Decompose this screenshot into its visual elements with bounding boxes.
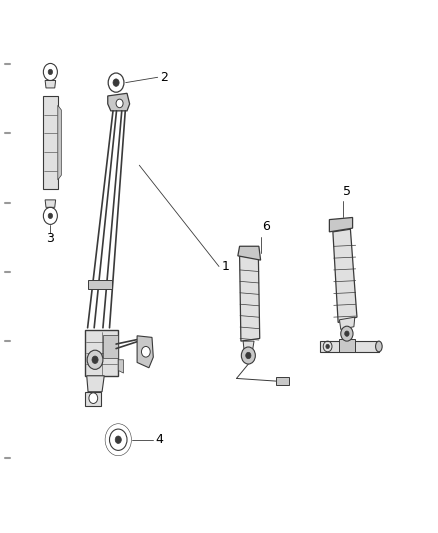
Polygon shape xyxy=(339,317,355,329)
Text: 3: 3 xyxy=(46,232,54,245)
Polygon shape xyxy=(45,80,56,88)
Polygon shape xyxy=(137,336,153,368)
Circle shape xyxy=(48,69,53,75)
Circle shape xyxy=(241,347,255,364)
Circle shape xyxy=(141,346,150,357)
Polygon shape xyxy=(43,96,58,189)
Text: 5: 5 xyxy=(343,185,351,198)
Polygon shape xyxy=(45,200,56,207)
Circle shape xyxy=(326,344,329,349)
Polygon shape xyxy=(240,256,260,341)
Circle shape xyxy=(345,331,349,336)
Polygon shape xyxy=(118,360,124,373)
Text: 2: 2 xyxy=(160,71,168,84)
Polygon shape xyxy=(88,280,112,289)
Polygon shape xyxy=(238,246,261,260)
Polygon shape xyxy=(320,341,379,352)
Circle shape xyxy=(48,213,53,219)
Polygon shape xyxy=(85,330,118,376)
Circle shape xyxy=(92,356,98,364)
Polygon shape xyxy=(333,229,357,322)
Circle shape xyxy=(115,436,121,443)
Polygon shape xyxy=(87,376,104,392)
Circle shape xyxy=(89,393,98,403)
Polygon shape xyxy=(108,93,130,111)
Circle shape xyxy=(113,79,119,86)
Text: 4: 4 xyxy=(155,433,163,446)
Text: 1: 1 xyxy=(221,260,229,273)
Text: 6: 6 xyxy=(262,221,270,233)
Polygon shape xyxy=(103,335,118,358)
Circle shape xyxy=(116,99,123,108)
Polygon shape xyxy=(339,339,355,352)
Polygon shape xyxy=(85,392,101,406)
Polygon shape xyxy=(329,217,353,232)
Polygon shape xyxy=(58,106,61,180)
Circle shape xyxy=(87,350,103,369)
Circle shape xyxy=(341,326,353,341)
Polygon shape xyxy=(276,377,289,385)
Circle shape xyxy=(246,352,251,359)
Polygon shape xyxy=(243,341,254,349)
Ellipse shape xyxy=(375,341,382,352)
